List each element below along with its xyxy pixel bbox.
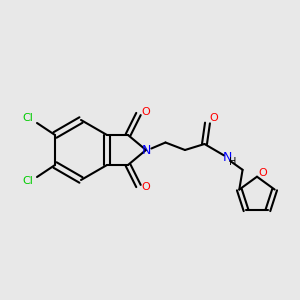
Text: O: O <box>258 168 267 178</box>
Text: O: O <box>142 107 150 118</box>
Text: N: N <box>223 151 232 164</box>
Text: O: O <box>210 113 218 124</box>
Text: H: H <box>229 157 236 167</box>
Text: N: N <box>141 143 151 157</box>
Text: O: O <box>142 182 150 193</box>
Text: Cl: Cl <box>22 113 34 124</box>
Text: Cl: Cl <box>22 176 34 187</box>
